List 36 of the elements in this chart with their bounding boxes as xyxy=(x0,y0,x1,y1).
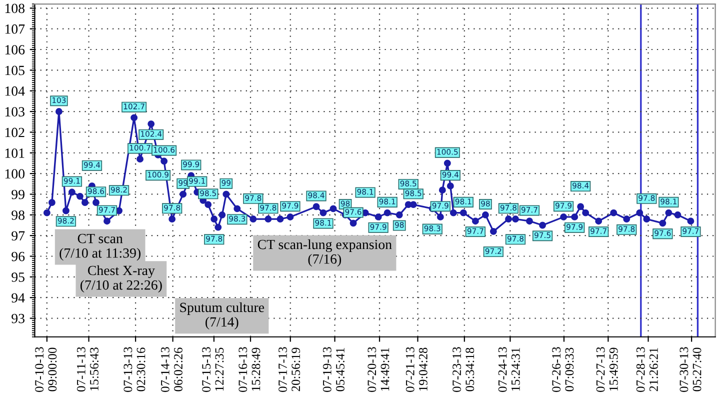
x-tick-label: 07-27-13 15:49:59 xyxy=(596,347,618,392)
x-tick-label: 07-19-13 05:45:41 xyxy=(322,347,344,392)
x-tick-label: 07-24-13 15:24:31 xyxy=(498,347,520,392)
y-tick-label: 95 xyxy=(12,272,24,282)
x-tick-label: 07-17-13 20:56:19 xyxy=(278,347,300,392)
y-tick-label: 94 xyxy=(12,293,25,303)
y-tick-label: 101 xyxy=(5,148,24,158)
x-tick-label: 07-30-13 05:27:40 xyxy=(680,347,702,392)
y-tick-label: 108 xyxy=(5,4,24,14)
y-tick-label: 97 xyxy=(12,231,25,241)
x-tick-label: 07-23-13 05:34:18 xyxy=(452,347,474,392)
y-tick-label: 106 xyxy=(5,45,25,54)
annotation: Chest X-ray (7/10 at 22:26) xyxy=(80,265,162,293)
y-tick-label: 99 xyxy=(12,190,24,200)
annotation: CT scan (7/10 at 11:39) xyxy=(60,234,140,261)
x-tick-label: 07-16-13 15:28:49 xyxy=(238,347,260,392)
x-tick-label: 07-15-13 12:27:35 xyxy=(202,347,224,392)
y-tick-label: 100 xyxy=(5,169,24,179)
x-tick-label: 07-20-13 14:49:41 xyxy=(368,347,390,392)
x-tick-label: 07-13-13 02:30:16 xyxy=(124,347,146,392)
x-tick-label: 07-21-13 19:04:28 xyxy=(406,347,428,392)
x-tick-label: 07-14-13 06:02:26 xyxy=(160,347,183,392)
annotation: Sputum culture (7/14) xyxy=(180,302,264,330)
y-tick-label: 93 xyxy=(12,314,24,324)
annotation: CT scan-lung expansion (7/16) xyxy=(258,239,392,267)
x-tick-label: 07-26-13 07:09:33 xyxy=(552,347,574,392)
y-tick-label: 107 xyxy=(5,24,25,34)
x-tick-label: 07-28-13 21:26:21 xyxy=(636,347,658,392)
y-tick-label: 98 xyxy=(12,210,24,220)
y-tick-label: 103 xyxy=(5,107,24,116)
y-tick-label: 104 xyxy=(5,86,25,96)
y-tick-label: 102 xyxy=(5,128,24,138)
x-tick-label: 07-10-13 09:00:00 xyxy=(35,347,57,392)
y-tick-label: 96 xyxy=(12,252,25,262)
y-tick-label: 105 xyxy=(5,66,24,76)
x-tick-label: 07-11-13 15:56:43 xyxy=(76,347,98,392)
